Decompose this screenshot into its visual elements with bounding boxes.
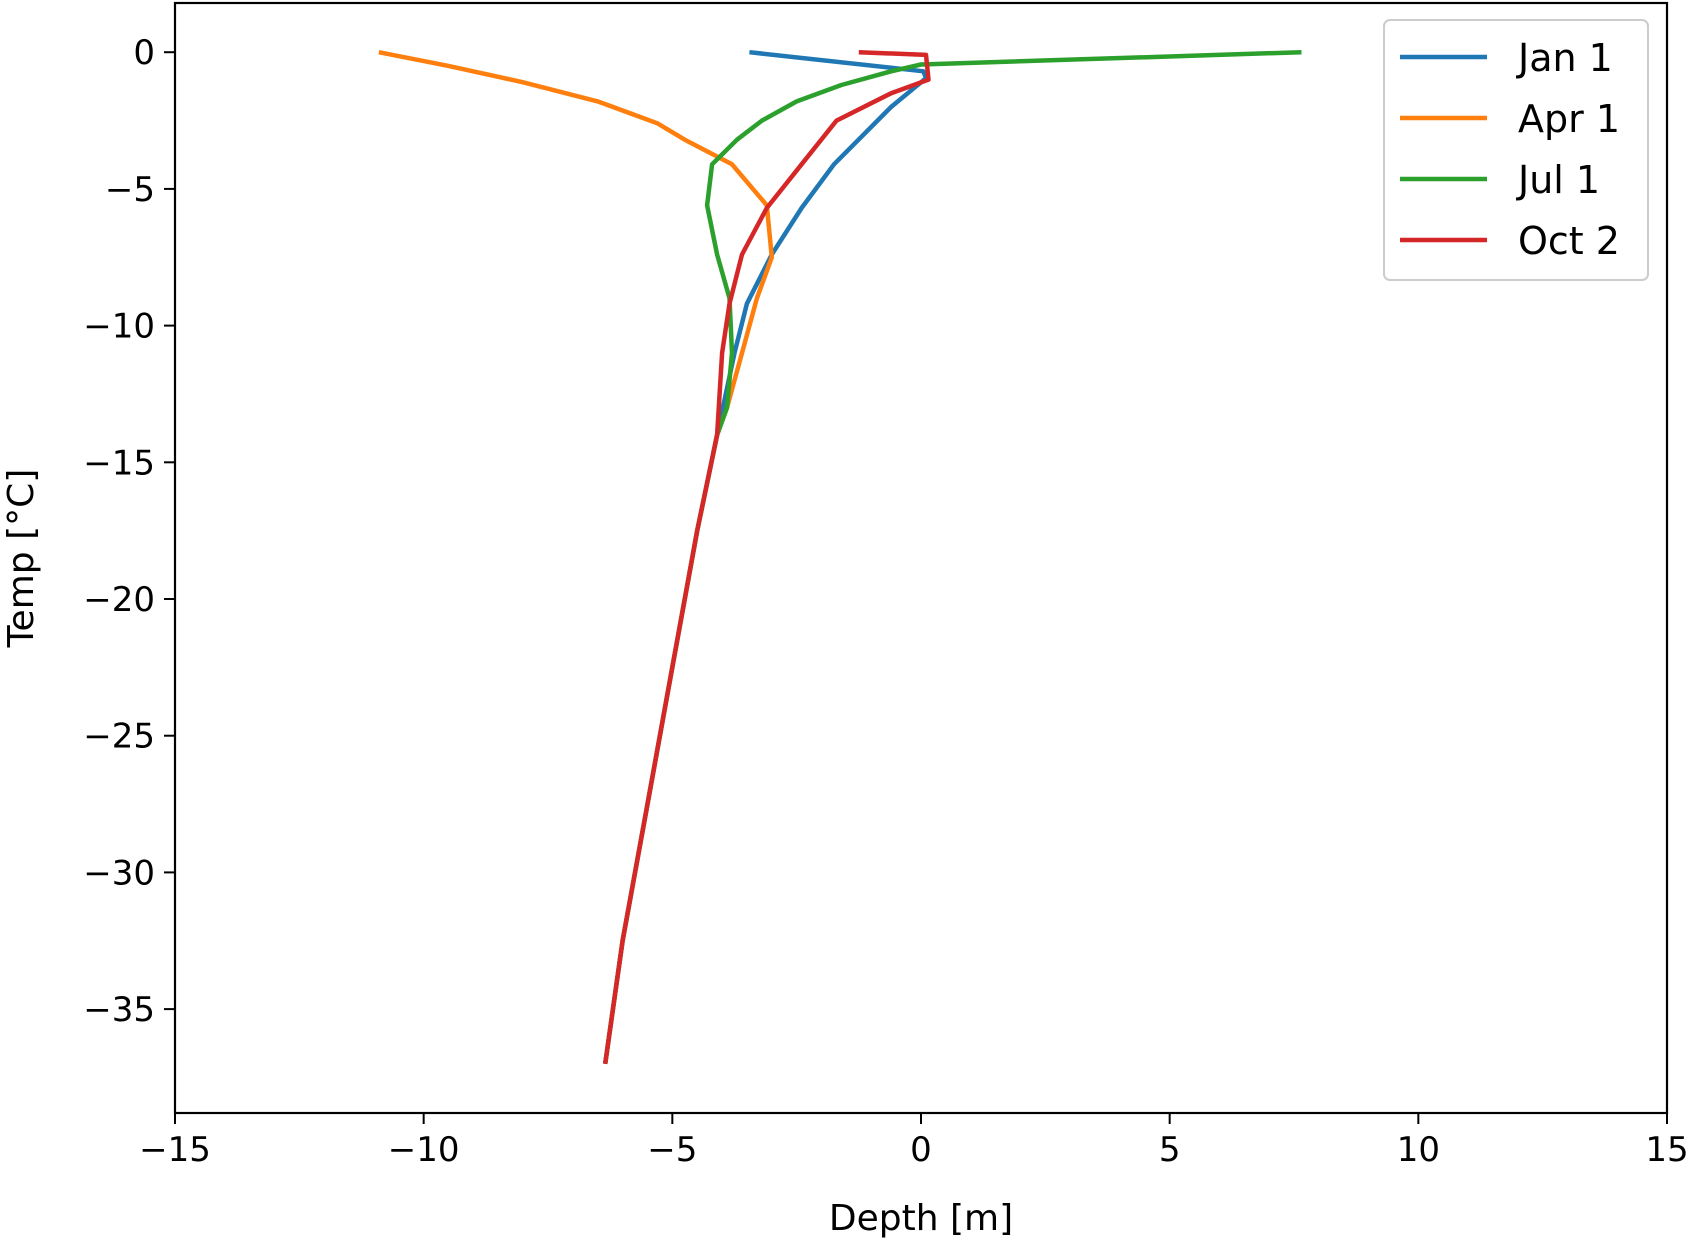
x-tick-label: 0 [910,1130,932,1170]
x-axis: −15 −10 −5 0 5 10 15 [139,1113,1686,1170]
x-axis-label: Depth [m] [829,1198,1013,1238]
y-tick-label: 0 [133,33,155,73]
y-tick-label: −15 [83,443,155,483]
x-tick-label: −15 [139,1130,211,1170]
y-axis: 0 −5 −10 −15 −20 −25 −30 −35 [83,33,175,1030]
legend-label: Apr 1 [1518,97,1620,141]
legend-label: Jul 1 [1516,158,1600,202]
legend: Jan 1 Apr 1 Jul 1 Oct 2 [1383,19,1649,281]
x-tick-label: 15 [1645,1130,1686,1170]
y-tick-label: −30 [83,853,155,893]
legend-frame [1383,19,1649,281]
y-tick-label: −35 [83,990,155,1030]
y-tick-label: −25 [83,717,155,757]
y-axis-label: Temp [°C] [1,469,42,649]
legend-label: Jan 1 [1516,36,1613,80]
x-tick-label: 10 [1397,1130,1440,1170]
y-tick-label: −5 [105,170,155,210]
series-layer [378,49,1302,1065]
y-tick-label: −20 [83,580,155,620]
legend-label: Oct 2 [1518,219,1620,263]
x-tick-label: −5 [647,1130,697,1170]
y-tick-label: −10 [83,307,155,347]
x-tick-label: −10 [388,1130,460,1170]
x-tick-label: 5 [1159,1130,1181,1170]
series-line-oct-2 [602,49,931,1065]
